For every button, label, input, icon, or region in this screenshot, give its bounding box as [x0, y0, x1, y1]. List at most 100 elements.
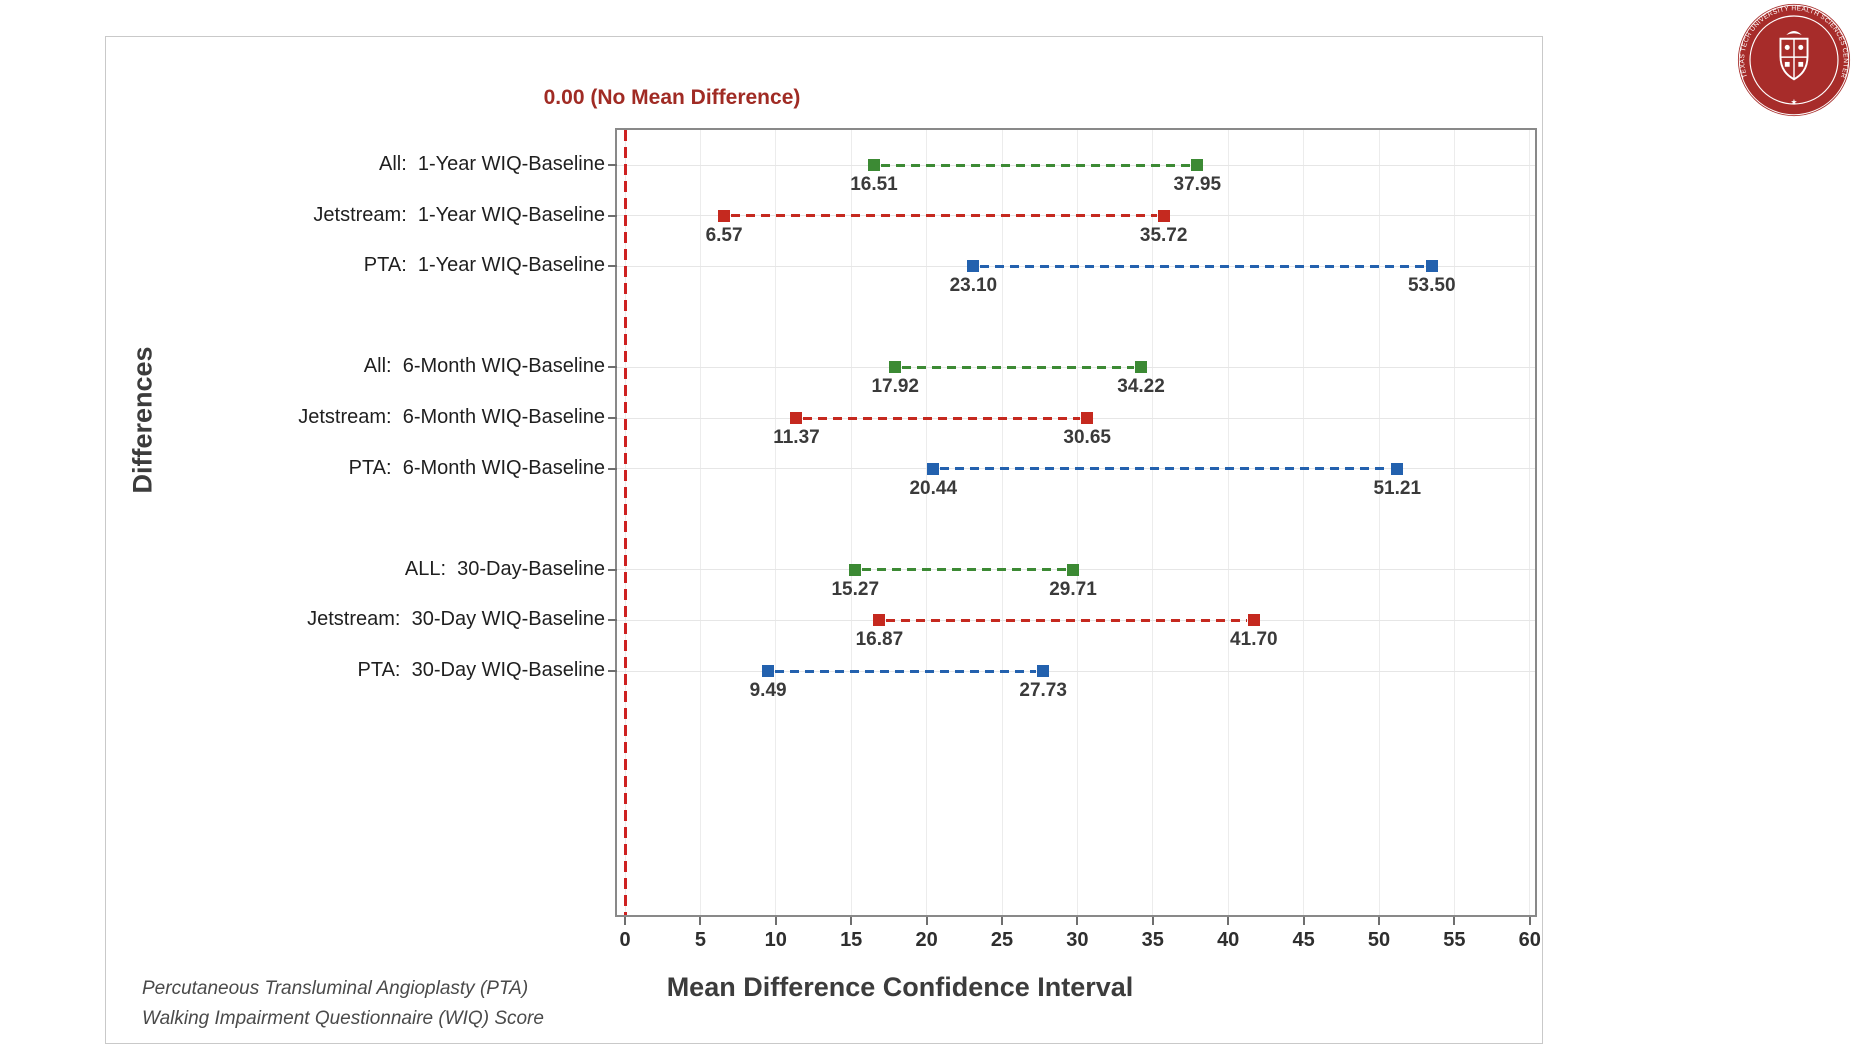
x-tick-label: 15 [840, 929, 863, 951]
category-label: Jetstream: 30-Day WIQ-Baseline [307, 608, 605, 631]
ci-marker-upper [1425, 260, 1438, 273]
x-tick [624, 917, 626, 925]
ci-value-upper: 41.70 [1230, 629, 1278, 651]
category-label: PTA: 1-Year WIQ-Baseline [363, 254, 605, 277]
ci-marker-lower [849, 563, 862, 576]
ci-connector [880, 163, 1191, 167]
x-tick-label: 35 [1141, 929, 1164, 951]
ci-value-upper: 27.73 [1019, 680, 1067, 701]
ci-value-upper: 30.65 [1063, 427, 1111, 448]
x-tick-label: 20 [915, 929, 938, 951]
v-gridline [850, 130, 852, 915]
x-tick-label: 55 [1443, 929, 1466, 951]
x-tick [1302, 917, 1305, 925]
seal-emblem-1 [1784, 44, 1790, 50]
ci-connector [980, 264, 1425, 268]
ci-marker-lower [790, 412, 803, 424]
seal-emblem-3 [1784, 61, 1790, 67]
ci-value-lower: 17.92 [871, 376, 919, 398]
y-tick [608, 214, 617, 217]
category-label: Jetstream: 6-Month WIQ-Baseline [298, 406, 605, 429]
ci-marker-lower [762, 665, 775, 677]
ci-marker-upper [1191, 159, 1204, 171]
ci-marker-upper [1247, 614, 1260, 627]
ci-marker-upper [1391, 462, 1404, 475]
x-tick [850, 917, 853, 925]
x-tick [1076, 917, 1079, 925]
x-tick-label: 45 [1292, 929, 1315, 951]
ci-connector [803, 416, 1081, 420]
v-gridline [1378, 130, 1380, 915]
x-tick [925, 917, 928, 925]
x-tick [1001, 917, 1003, 925]
ci-value-lower: 15.27 [831, 578, 880, 600]
ci-connector [886, 618, 1247, 622]
v-gridline [1076, 130, 1078, 915]
ci-marker-lower [873, 614, 886, 627]
x-tick-label: 50 [1367, 929, 1391, 951]
category-label: Jetstream: 1-Year WIQ-Baseline [313, 203, 605, 226]
x-tick [699, 917, 702, 925]
category-label: All: 6-Month WIQ-Baseline [363, 355, 605, 378]
ci-marker-lower [867, 159, 880, 171]
y-tick [608, 417, 617, 419]
ci-marker-lower [967, 260, 980, 273]
x-tick-label: 40 [1217, 929, 1240, 951]
x-tick-label: 10 [764, 929, 787, 951]
v-gridline [1453, 130, 1455, 915]
category-label: PTA: 6-Month WIQ-Baseline [348, 456, 605, 479]
ci-value-upper: 35.72 [1139, 224, 1188, 246]
x-axis-title: Mean Difference Confidence Interval [666, 972, 1134, 1002]
ci-value-lower: 20.44 [909, 477, 958, 499]
ci-marker-upper [1081, 412, 1094, 424]
university-seal-logo: TEXAS TECH UNIVERSITY HEALTH SCIENCES CE… [1737, 3, 1851, 117]
y-tick [608, 265, 617, 268]
x-tick [1151, 917, 1154, 925]
ci-value-lower: 16.51 [850, 174, 898, 195]
ci-value-lower: 16.87 [855, 629, 904, 651]
seal-star: ★ [1791, 97, 1798, 106]
seal-emblem-2 [1798, 44, 1804, 50]
ci-connector [940, 467, 1391, 471]
category-label: PTA: 30-Day WIQ-Baseline [357, 659, 605, 682]
ci-connector [902, 365, 1135, 369]
seal-inner-rim [1749, 15, 1839, 105]
ci-connector [775, 669, 1037, 673]
x-tick-label: 0 [619, 929, 631, 951]
ci-marker-lower [889, 361, 902, 374]
v-gridline [1303, 130, 1305, 915]
ci-marker-upper [1135, 361, 1148, 374]
seal-emblem-4 [1798, 61, 1804, 67]
ci-connector [862, 568, 1067, 572]
ci-value-upper: 34.22 [1117, 376, 1165, 398]
v-gridline [926, 130, 928, 915]
x-tick-label: 30 [1066, 929, 1089, 951]
seal-bird-crest [1786, 31, 1802, 35]
ci-value-lower: 6.57 [705, 224, 743, 246]
footnote-line-2: Walking Impairment Questionnaire (WIQ) S… [142, 1008, 544, 1029]
plot-frame [615, 128, 1537, 917]
x-tick [1378, 917, 1380, 925]
ci-marker-upper [1067, 563, 1080, 576]
h-gridline [617, 670, 1535, 672]
ci-value-upper: 37.95 [1173, 174, 1222, 195]
x-tick-label: 25 [990, 929, 1014, 951]
v-gridline [699, 130, 701, 915]
zero-reference-line [623, 130, 627, 915]
y-tick [608, 467, 617, 470]
y-tick [608, 366, 617, 369]
v-gridline [775, 130, 777, 915]
v-gridline [1529, 130, 1531, 915]
ci-value-upper: 29.71 [1049, 578, 1097, 600]
category-label: All: 1-Year WIQ-Baseline [378, 153, 605, 176]
y-axis-title: Differences [127, 346, 158, 494]
footnote-line-1: Percutaneous Transluminal Angioplasty (P… [142, 978, 529, 999]
x-tick-label: 60 [1518, 929, 1541, 951]
ci-value-lower: 9.49 [749, 680, 787, 701]
y-tick [608, 670, 617, 672]
x-tick [1528, 917, 1531, 925]
ci-marker-lower [927, 462, 940, 475]
zero-reference-label: 0.00 (No Mean Difference) [543, 86, 801, 109]
